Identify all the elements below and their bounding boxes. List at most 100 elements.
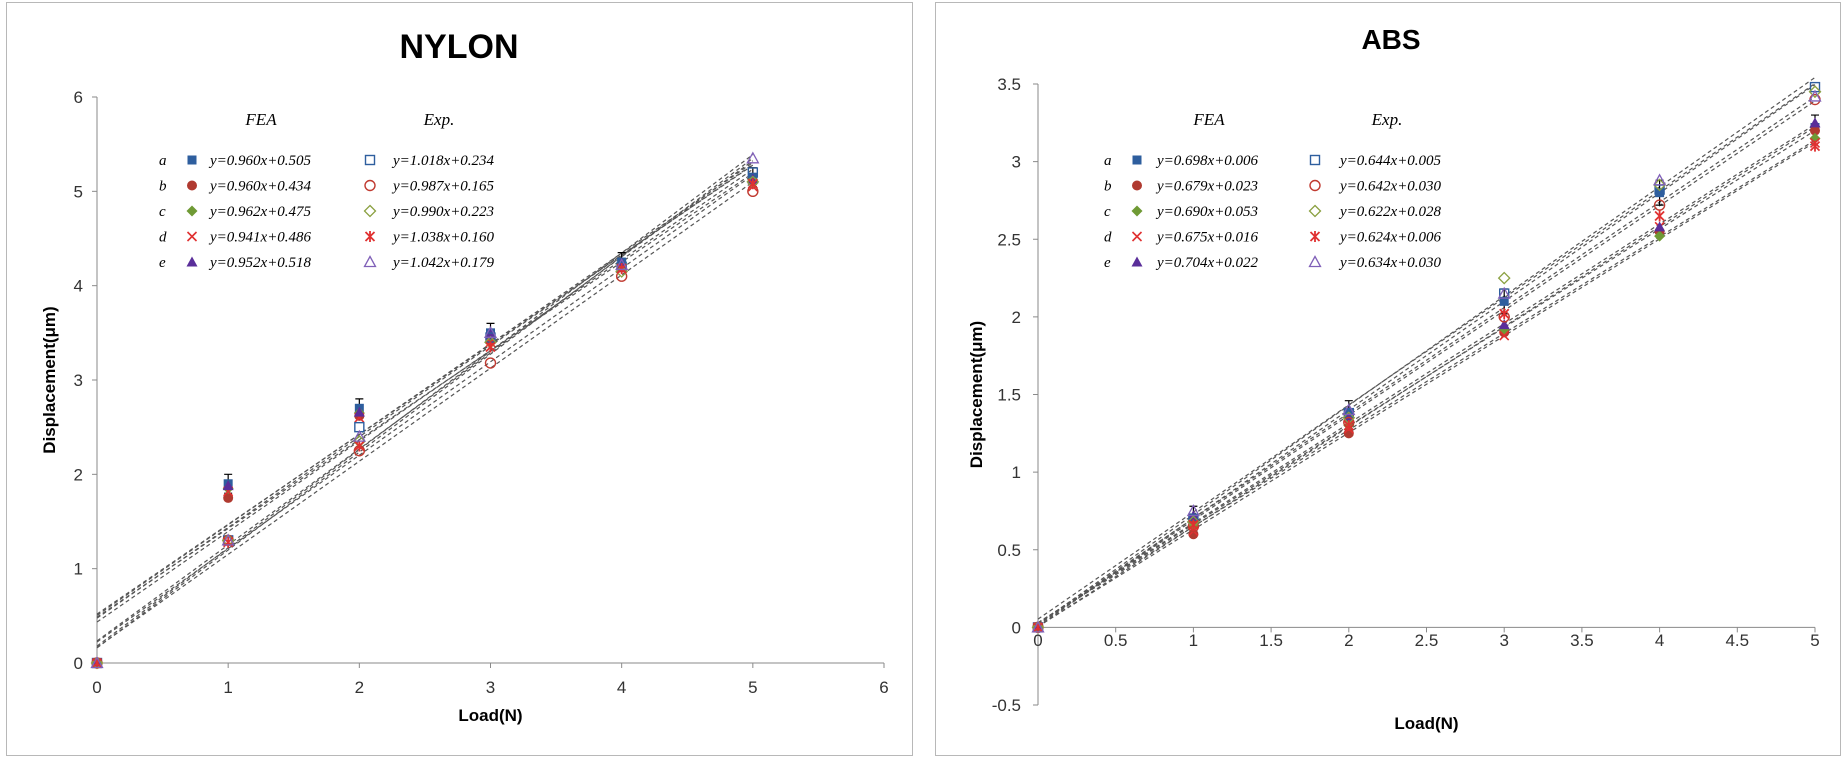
legend-marker-exp-b: [1309, 179, 1321, 192]
data-point-exp-c: [1808, 85, 1822, 99]
data-point-fea-e: [1498, 319, 1510, 330]
legend-marker-fea-a: [187, 155, 197, 165]
legend-header-exp: Exp.: [423, 110, 455, 129]
x-tick-label: 3.5: [1570, 631, 1594, 650]
x-tick-label: 1: [1189, 631, 1198, 650]
data-point-fea-a: [1499, 296, 1509, 306]
legend-equation-fea-e: y=0.952x+0.518: [208, 255, 312, 271]
y-tick-label: 0: [1012, 618, 1021, 637]
data-point-fea-b: [1188, 529, 1199, 540]
nylon-chart-panel: NYLON 0 1 2 3 4 5 6 0 1 2 3 4 5 6 Load(N) Displacement(μ…: [6, 2, 913, 756]
y-tick-label: 1.5: [997, 386, 1021, 405]
data-point-exp-e: [90, 656, 104, 669]
data-point-exp-e: [746, 151, 760, 164]
data-point-exp-e: [1653, 173, 1667, 186]
legend-equation-fea-b: y=0.960x+0.434: [208, 179, 312, 195]
legend-marker-fea-e: [1131, 256, 1143, 267]
y-tick-label: 2: [1012, 308, 1021, 327]
trendline-exp-d: [1037, 141, 1816, 627]
data-point-exp-e: [352, 429, 366, 442]
legend-marker-exp-e: [363, 255, 377, 268]
legend-equation-fea-e: y=0.704x+0.022: [1155, 255, 1259, 271]
legend-marker-exp-c: [1308, 204, 1322, 218]
data-point-exp-e: [221, 533, 235, 546]
legend-marker-fea-c: [1131, 205, 1143, 217]
trendline-exp-d: [96, 157, 754, 649]
data-point-fea-b: [1810, 125, 1820, 136]
data-point-fea-c: [1654, 230, 1666, 242]
legend-equation-exp-a: y=1.018x+0.234: [391, 153, 495, 169]
legend-equation-exp-b: y=0.987x+0.165: [391, 179, 495, 195]
legend-row-letter: d: [1104, 230, 1112, 246]
data-point-exp-d: [91, 657, 103, 669]
data-point-exp-e: [1031, 620, 1045, 633]
legend-row-letter: d: [159, 230, 167, 246]
legend-equation-fea-a: y=0.698x+0.006: [1155, 153, 1259, 169]
legend-row-letter: c: [1104, 204, 1111, 220]
legend-header-fea: FEA: [1192, 110, 1225, 129]
trendline-exp-e: [96, 154, 754, 647]
trendline-exp-c: [1037, 139, 1816, 624]
trendline-fea-b: [1037, 96, 1816, 625]
data-point-exp-e: [615, 258, 629, 271]
legend-row-letter: c: [159, 204, 166, 220]
legend-equation-fea-d: y=0.941x+0.486: [208, 230, 312, 246]
x-tick-label: 1.5: [1259, 631, 1283, 650]
data-point-exp-d: [1654, 210, 1665, 222]
legend-marker-fea-b: [1132, 180, 1142, 191]
data-point-fea-e: [1654, 221, 1666, 232]
trendline-fea-d: [1037, 100, 1816, 626]
legend-marker-fea-d: [1131, 231, 1143, 242]
data-point-exp-d: [1499, 308, 1510, 320]
trendline-exp-a: [1037, 126, 1816, 628]
x-tick-label: 0: [92, 678, 101, 697]
data-point-exp-d: [354, 440, 365, 452]
y-tick-label: 0: [74, 654, 83, 673]
y-tick-label: 1: [1012, 463, 1021, 482]
y-tick-label: 4: [74, 277, 83, 296]
legend-equation-fea-c: y=0.962x+0.475: [208, 204, 312, 220]
data-point-exp-d: [485, 341, 496, 353]
data-point-exp-d: [1188, 519, 1199, 531]
legend-marker-exp-e: [1308, 255, 1322, 268]
data-point-fea-e: [222, 480, 234, 491]
trendline-fea-c: [1037, 83, 1816, 620]
legend-equation-exp-a: y=0.644x+0.005: [1338, 153, 1442, 169]
data-point-fea-e: [353, 406, 365, 417]
data-point-exp-b: [1653, 199, 1666, 211]
abs-chart-panel: ABS 0 0.5 1 1.5 2 2.5 3 3.5 4 4.5 5 -0.5 0 0.5 1 1.5 2 2.5…: [935, 2, 1841, 756]
nylon-chart: NYLON 0 1 2 3 4 5 6 0 1 2 3 4 5 6 Load(N) Displacement(μ…: [40, 28, 889, 725]
x-tick-label: 4.5: [1725, 631, 1749, 650]
data-point-fea-a: [1655, 188, 1665, 198]
data-point-exp-e: [1808, 89, 1822, 102]
x-tick-label: 2: [355, 678, 364, 697]
data-point-exp-e: [1497, 286, 1511, 299]
data-point-fea-d: [1499, 330, 1510, 341]
legend-equation-exp-e: y=1.042x+0.179: [391, 255, 495, 271]
legend-equation-exp-e: y=0.634x+0.030: [1338, 255, 1442, 271]
x-tick-label: 4: [1655, 631, 1664, 650]
y-tick-label: 3: [74, 371, 83, 390]
y-tick-label: 5: [74, 182, 83, 201]
legend-row-letter: e: [1104, 255, 1111, 271]
legend-marker-exp-a: [364, 154, 376, 166]
trendline-fea-e: [1037, 76, 1816, 625]
data-point-exp-c: [1653, 178, 1667, 192]
legend-equation-exp-d: y=1.038x+0.160: [391, 230, 495, 246]
x-axis-label: Load(N): [458, 706, 522, 725]
legend-marker-fea-b: [187, 180, 197, 191]
x-tick-label: 5: [1810, 631, 1819, 650]
y-tick-label: 1: [74, 560, 83, 579]
legend-equation-fea-d: y=0.675x+0.016: [1155, 230, 1259, 246]
chart-title: NYLON: [400, 28, 519, 66]
data-point-exp-c: [1497, 271, 1511, 285]
y-tick-label: 6: [74, 88, 83, 107]
data-point-exp-b: [484, 357, 497, 369]
x-tick-label: 5: [748, 678, 757, 697]
data-point-exp-d: [1809, 140, 1821, 152]
legend-equation-exp-b: y=0.642x+0.030: [1338, 179, 1442, 195]
legend-marker-exp-d: [1309, 231, 1321, 242]
trendline-exp-b: [1037, 123, 1816, 624]
legend-marker-fea-c: [186, 205, 198, 217]
legend-header-fea: FEA: [244, 110, 277, 129]
